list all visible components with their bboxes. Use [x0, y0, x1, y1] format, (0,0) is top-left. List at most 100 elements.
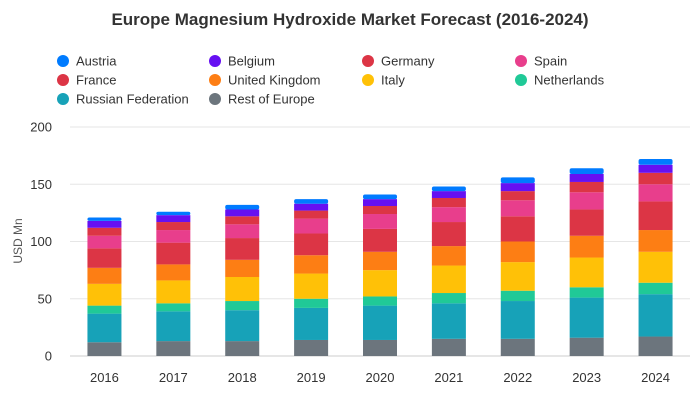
bar-segment-russian-federation-2018[interactable]	[225, 310, 260, 342]
bar-segment-netherlands-2019[interactable]	[294, 298, 329, 308]
bar-segment-belgium-2019[interactable]	[294, 203, 329, 211]
bar-segment-united-kingdom-2016[interactable]	[87, 267, 122, 284]
bar-segment-russian-federation-2020[interactable]	[363, 305, 397, 340]
bar-segment-spain-2016[interactable]	[87, 235, 122, 249]
bar-segment-spain-2020[interactable]	[363, 214, 397, 229]
legend-item-netherlands[interactable]: Netherlands	[515, 73, 605, 88]
bar-segment-russian-federation-2016[interactable]	[87, 313, 122, 343]
bar-segment-netherlands-2023[interactable]	[569, 287, 604, 298]
legend-item-france[interactable]: France	[57, 73, 116, 88]
bar-segment-spain-2021[interactable]	[431, 207, 466, 223]
bar-segment-italy-2021[interactable]	[431, 265, 466, 294]
bar-segment-belgium-2023[interactable]	[569, 173, 604, 182]
bar-segment-austria-2020[interactable]	[363, 194, 397, 200]
bar-segment-germany-2019[interactable]	[294, 210, 329, 219]
bar-segment-germany-2023[interactable]	[569, 181, 604, 193]
bar-segment-belgium-2020[interactable]	[363, 199, 397, 207]
legend-item-united-kingdom[interactable]: United Kingdom	[209, 73, 321, 88]
bar-segment-spain-2023[interactable]	[569, 192, 604, 210]
bar-segment-netherlands-2018[interactable]	[225, 301, 260, 311]
bar-stack-2022[interactable]	[500, 177, 535, 356]
bar-segment-austria-2019[interactable]	[294, 199, 329, 204]
bar-segment-germany-2020[interactable]	[363, 206, 397, 215]
bar-segment-netherlands-2024[interactable]	[638, 282, 673, 295]
legend-item-rest-of-europe[interactable]: Rest of Europe	[209, 92, 315, 107]
legend-item-germany[interactable]: Germany	[362, 54, 435, 69]
bar-stack-2021[interactable]	[431, 186, 466, 356]
legend-item-belgium[interactable]: Belgium	[209, 54, 275, 69]
bar-stack-2020[interactable]	[363, 194, 397, 356]
bar-segment-france-2022[interactable]	[500, 216, 535, 242]
bar-segment-austria-2016[interactable]	[87, 217, 122, 221]
bar-segment-rest-of-europe-2024[interactable]	[638, 336, 673, 356]
bar-stack-2023[interactable]	[569, 168, 604, 356]
bar-segment-italy-2019[interactable]	[294, 273, 329, 299]
legend-item-russian-federation[interactable]: Russian Federation	[57, 92, 189, 107]
bar-segment-france-2021[interactable]	[431, 222, 466, 247]
bar-segment-spain-2019[interactable]	[294, 218, 329, 234]
bar-segment-germany-2017[interactable]	[156, 222, 191, 231]
bar-segment-united-kingdom-2020[interactable]	[363, 251, 397, 271]
bar-segment-russian-federation-2024[interactable]	[638, 294, 673, 337]
bar-segment-france-2020[interactable]	[363, 228, 397, 252]
bar-segment-italy-2016[interactable]	[87, 283, 122, 306]
bar-segment-spain-2022[interactable]	[500, 200, 535, 217]
bar-segment-belgium-2024[interactable]	[638, 164, 673, 173]
bar-segment-spain-2018[interactable]	[225, 224, 260, 239]
bar-segment-rest-of-europe-2021[interactable]	[431, 338, 466, 356]
bar-segment-united-kingdom-2018[interactable]	[225, 259, 260, 277]
bar-segment-rest-of-europe-2017[interactable]	[156, 341, 191, 356]
bar-segment-italy-2023[interactable]	[569, 257, 604, 288]
bar-segment-rest-of-europe-2020[interactable]	[363, 339, 397, 356]
bar-segment-germany-2024[interactable]	[638, 172, 673, 185]
bar-segment-united-kingdom-2022[interactable]	[500, 241, 535, 263]
bar-segment-italy-2017[interactable]	[156, 280, 191, 304]
bar-stack-2024[interactable]	[638, 159, 673, 356]
bar-segment-germany-2016[interactable]	[87, 227, 122, 236]
bar-segment-spain-2017[interactable]	[156, 230, 191, 243]
bar-segment-united-kingdom-2017[interactable]	[156, 264, 191, 281]
bar-segment-netherlands-2022[interactable]	[500, 290, 535, 302]
bar-segment-italy-2024[interactable]	[638, 251, 673, 283]
bar-segment-united-kingdom-2021[interactable]	[431, 246, 466, 266]
legend-item-austria[interactable]: Austria	[57, 54, 117, 69]
bar-segment-united-kingdom-2019[interactable]	[294, 255, 329, 274]
bar-segment-austria-2021[interactable]	[431, 186, 466, 192]
bar-segment-netherlands-2020[interactable]	[363, 296, 397, 306]
bar-segment-rest-of-europe-2016[interactable]	[87, 342, 122, 356]
bar-segment-france-2024[interactable]	[638, 201, 673, 231]
bar-segment-austria-2017[interactable]	[156, 211, 191, 216]
bar-segment-italy-2020[interactable]	[363, 270, 397, 297]
bar-segment-rest-of-europe-2023[interactable]	[569, 337, 604, 356]
bar-segment-france-2016[interactable]	[87, 248, 122, 268]
bar-segment-belgium-2021[interactable]	[431, 191, 466, 198]
bar-stack-2016[interactable]	[87, 217, 122, 356]
legend-item-italy[interactable]: Italy	[362, 73, 405, 88]
bar-stack-2018[interactable]	[225, 204, 260, 356]
bar-segment-russian-federation-2021[interactable]	[431, 303, 466, 339]
bar-segment-rest-of-europe-2018[interactable]	[225, 341, 260, 356]
bar-segment-austria-2018[interactable]	[225, 204, 260, 210]
bar-segment-france-2019[interactable]	[294, 233, 329, 256]
bar-stack-2019[interactable]	[294, 199, 329, 356]
bar-segment-austria-2023[interactable]	[569, 168, 604, 174]
bar-segment-germany-2022[interactable]	[500, 191, 535, 201]
bar-segment-russian-federation-2023[interactable]	[569, 297, 604, 338]
bar-segment-belgium-2018[interactable]	[225, 209, 260, 217]
bar-segment-netherlands-2016[interactable]	[87, 305, 122, 314]
bar-segment-russian-federation-2019[interactable]	[294, 307, 329, 340]
bar-segment-belgium-2016[interactable]	[87, 220, 122, 228]
bar-segment-germany-2021[interactable]	[431, 197, 466, 208]
bar-segment-netherlands-2021[interactable]	[431, 293, 466, 304]
bar-segment-russian-federation-2017[interactable]	[156, 311, 191, 342]
bar-segment-france-2018[interactable]	[225, 238, 260, 260]
bar-segment-austria-2022[interactable]	[500, 177, 535, 184]
bar-stack-2017[interactable]	[156, 211, 191, 356]
bar-segment-france-2023[interactable]	[569, 209, 604, 236]
bar-segment-germany-2018[interactable]	[225, 216, 260, 225]
bar-segment-austria-2024[interactable]	[638, 159, 673, 165]
bar-segment-belgium-2017[interactable]	[156, 215, 191, 223]
bar-segment-united-kingdom-2024[interactable]	[638, 230, 673, 252]
bar-segment-belgium-2022[interactable]	[500, 183, 535, 192]
bar-segment-rest-of-europe-2019[interactable]	[294, 339, 329, 356]
